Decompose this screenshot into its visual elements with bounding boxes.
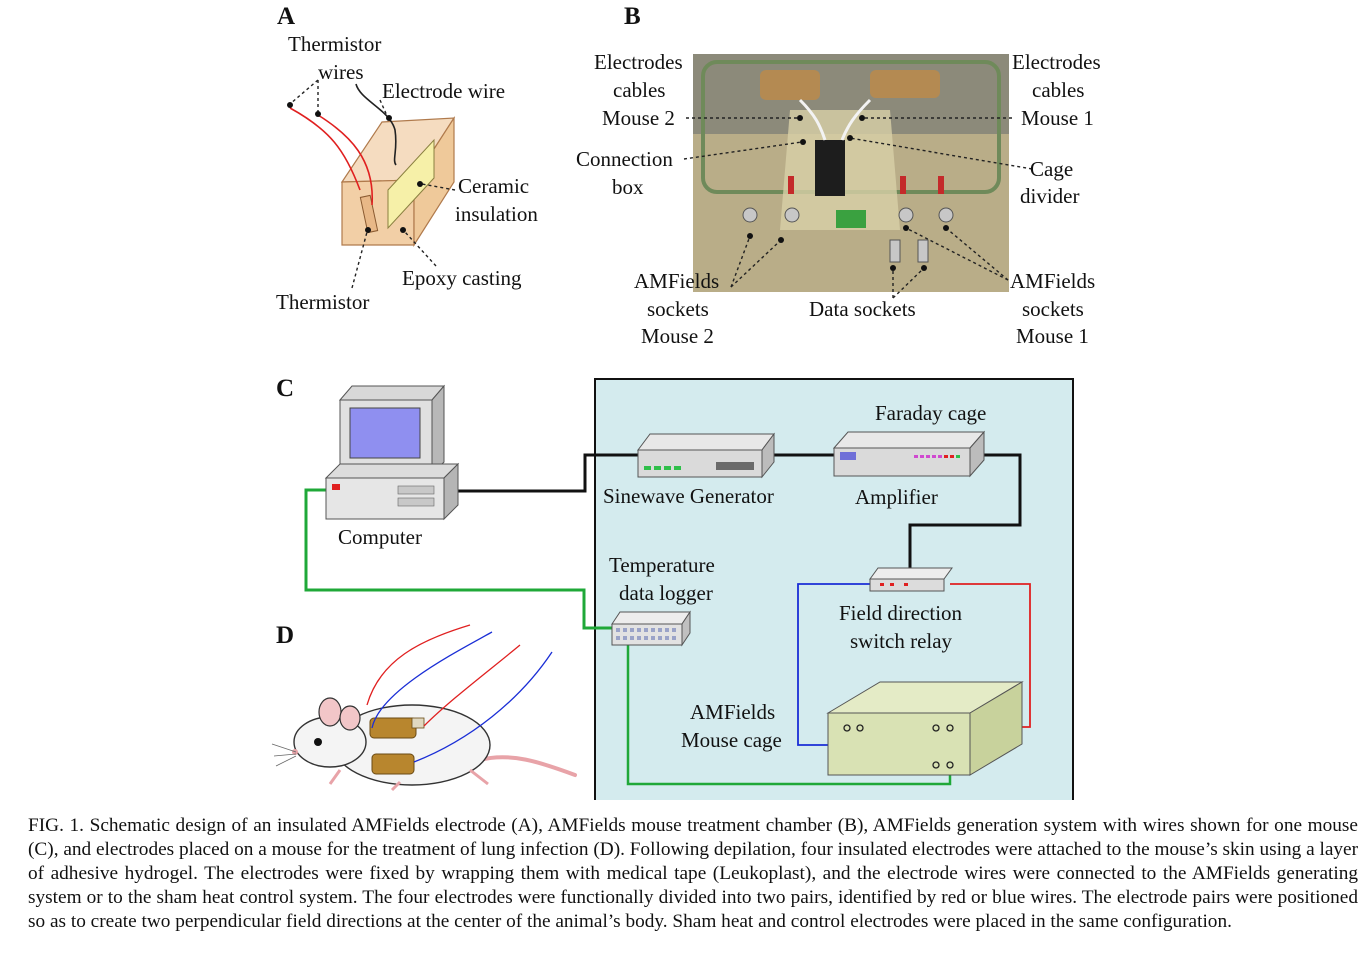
- figure-1: A Thermistor wires Electrode wire Cerami…: [271, 3, 1101, 800]
- label-as-m1-1: AMFields: [1010, 269, 1095, 293]
- label-as-m1-3: Mouse 1: [1016, 324, 1089, 348]
- label-amplifier: Amplifier: [855, 485, 938, 509]
- label-divider: divider: [1020, 184, 1079, 208]
- label-as-m2-3: Mouse 2: [641, 324, 714, 348]
- computer-icon: [324, 384, 460, 521]
- label-ec-m1-1: Electrodes: [1012, 50, 1101, 74]
- label-epoxy-casting: Epoxy casting: [402, 266, 522, 290]
- label-data-sockets: Data sockets: [809, 297, 916, 321]
- label-ec-m2-3: Mouse 2: [602, 106, 675, 130]
- label-box: box: [612, 175, 644, 199]
- label-switch-relay: switch relay: [850, 629, 953, 653]
- label-insulation: insulation: [455, 202, 538, 226]
- label-amfields: AMFields: [690, 700, 775, 724]
- label-faraday-cage: Faraday cage: [875, 401, 986, 425]
- label-cage: Cage: [1030, 157, 1073, 181]
- label-as-m2-1: AMFields: [634, 269, 719, 293]
- label-ceramic: Ceramic: [458, 174, 529, 198]
- label-data-logger: data logger: [619, 581, 713, 605]
- label-ec-m2-2: cables: [613, 78, 665, 102]
- panel-label-c: C: [276, 375, 294, 402]
- panel-label-d: D: [276, 622, 294, 649]
- switch-relay-icon: [869, 567, 953, 592]
- data-logger-icon: [611, 610, 691, 647]
- label-connection: Connection: [576, 147, 673, 171]
- treatment-chamber-photo: [693, 54, 1009, 292]
- label-computer: Computer: [338, 525, 422, 549]
- mouse-illustration: [271, 697, 577, 792]
- label-thermistor-wires-1: Thermistor: [288, 32, 381, 56]
- label-mouse-cage: Mouse cage: [681, 728, 782, 752]
- panel-label-a: A: [277, 3, 295, 30]
- label-temperature: Temperature: [609, 553, 715, 577]
- label-field-direction: Field direction: [839, 601, 963, 625]
- label-as-m1-2: sockets: [1022, 297, 1084, 321]
- mouse-cage-icon: [826, 681, 1024, 776]
- label-thermistor: Thermistor: [276, 290, 369, 314]
- label-thermistor-wires-2: wires: [318, 60, 364, 84]
- label-ec-m1-3: Mouse 1: [1021, 106, 1094, 130]
- figure-caption: FIG. 1. Schematic design of an insulated…: [28, 815, 1359, 932]
- label-sinewave-generator: Sinewave Generator: [603, 484, 774, 508]
- panel-label-b: B: [624, 3, 641, 30]
- label-as-m2-2: sockets: [647, 297, 709, 321]
- label-electrode-wire: Electrode wire: [382, 79, 505, 103]
- label-ec-m2-1: Electrodes: [594, 50, 683, 74]
- electrode-drawing: [340, 115, 456, 248]
- label-ec-m1-2: cables: [1032, 78, 1084, 102]
- sinewave-generator-icon: [637, 432, 775, 479]
- amplifier-icon: [832, 430, 986, 478]
